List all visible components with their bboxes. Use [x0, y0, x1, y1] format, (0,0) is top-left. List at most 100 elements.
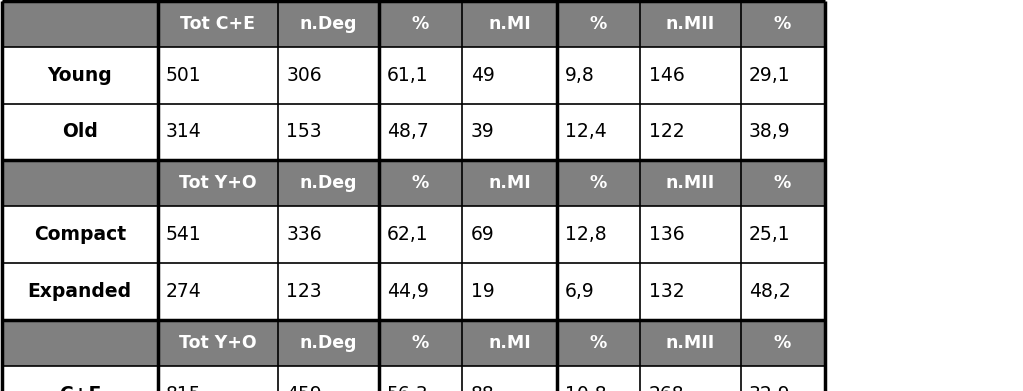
- Bar: [379, 366, 462, 391]
- Bar: [462, 320, 557, 366]
- Bar: [158, 206, 278, 263]
- Text: %: %: [412, 334, 429, 352]
- Text: 136: 136: [649, 225, 684, 244]
- Bar: [158, 263, 278, 320]
- Bar: [379, 320, 462, 366]
- Text: 29,1: 29,1: [749, 66, 791, 85]
- Text: 38,9: 38,9: [749, 122, 791, 142]
- Bar: [557, 366, 640, 391]
- Text: n.Deg: n.Deg: [300, 174, 357, 192]
- Bar: [462, 263, 557, 320]
- Bar: [278, 366, 379, 391]
- Bar: [278, 47, 379, 104]
- Bar: [278, 206, 379, 263]
- Bar: [557, 1, 640, 47]
- Text: 122: 122: [649, 122, 684, 142]
- Bar: [2, 263, 158, 320]
- Text: Compact: Compact: [34, 225, 126, 244]
- Bar: [158, 1, 278, 47]
- Bar: [379, 160, 462, 206]
- Text: 10,8: 10,8: [565, 385, 607, 391]
- Text: %: %: [774, 174, 791, 192]
- Bar: [640, 1, 741, 47]
- Bar: [462, 160, 557, 206]
- Text: 123: 123: [286, 282, 322, 301]
- Bar: [640, 104, 741, 160]
- Bar: [278, 160, 379, 206]
- Bar: [158, 47, 278, 104]
- Bar: [741, 47, 825, 104]
- Text: n.MI: n.MI: [488, 174, 531, 192]
- Text: Expanded: Expanded: [28, 282, 132, 301]
- Bar: [557, 160, 640, 206]
- Text: Tot Y+O: Tot Y+O: [179, 174, 257, 192]
- Text: 39: 39: [471, 122, 494, 142]
- Bar: [278, 263, 379, 320]
- Text: 274: 274: [166, 282, 202, 301]
- Text: Young: Young: [47, 66, 113, 85]
- Bar: [158, 320, 278, 366]
- Text: 44,9: 44,9: [387, 282, 429, 301]
- Text: 88: 88: [471, 385, 494, 391]
- Bar: [158, 366, 278, 391]
- Bar: [158, 160, 278, 206]
- Text: 12,4: 12,4: [565, 122, 607, 142]
- Text: %: %: [774, 334, 791, 352]
- Text: 69: 69: [471, 225, 494, 244]
- Bar: [741, 366, 825, 391]
- Text: 336: 336: [286, 225, 322, 244]
- Text: n.MII: n.MII: [666, 174, 715, 192]
- Text: 25,1: 25,1: [749, 225, 791, 244]
- Text: 48,2: 48,2: [749, 282, 791, 301]
- Bar: [2, 206, 158, 263]
- Bar: [741, 160, 825, 206]
- Bar: [557, 206, 640, 263]
- Text: 49: 49: [471, 66, 494, 85]
- Text: Tot C+E: Tot C+E: [180, 15, 256, 33]
- Text: 19: 19: [471, 282, 494, 301]
- Text: 32,9: 32,9: [749, 385, 791, 391]
- Text: n.MII: n.MII: [666, 15, 715, 33]
- Bar: [462, 47, 557, 104]
- Bar: [379, 263, 462, 320]
- Text: 815: 815: [166, 385, 202, 391]
- Bar: [640, 263, 741, 320]
- Text: 56,3: 56,3: [387, 385, 429, 391]
- Text: 146: 146: [649, 66, 684, 85]
- Bar: [379, 47, 462, 104]
- Bar: [379, 1, 462, 47]
- Text: 6,9: 6,9: [565, 282, 594, 301]
- Bar: [741, 104, 825, 160]
- Text: %: %: [590, 15, 607, 33]
- Text: 314: 314: [166, 122, 202, 142]
- Bar: [278, 104, 379, 160]
- Bar: [640, 160, 741, 206]
- Text: 306: 306: [286, 66, 322, 85]
- Text: 62,1: 62,1: [387, 225, 429, 244]
- Bar: [741, 206, 825, 263]
- Text: n.Deg: n.Deg: [300, 15, 357, 33]
- Text: C+E: C+E: [58, 385, 101, 391]
- Bar: [741, 263, 825, 320]
- Text: %: %: [412, 174, 429, 192]
- Bar: [741, 1, 825, 47]
- Bar: [640, 366, 741, 391]
- Text: 132: 132: [649, 282, 684, 301]
- Bar: [278, 1, 379, 47]
- Bar: [640, 47, 741, 104]
- Bar: [2, 1, 158, 47]
- Bar: [640, 206, 741, 263]
- Text: 12,8: 12,8: [565, 225, 607, 244]
- Bar: [462, 1, 557, 47]
- Text: 268: 268: [649, 385, 684, 391]
- Bar: [2, 366, 158, 391]
- Text: 459: 459: [286, 385, 322, 391]
- Bar: [741, 320, 825, 366]
- Bar: [2, 160, 158, 206]
- Bar: [379, 206, 462, 263]
- Text: Tot Y+O: Tot Y+O: [179, 334, 257, 352]
- Bar: [557, 104, 640, 160]
- Text: n.Deg: n.Deg: [300, 334, 357, 352]
- Bar: [2, 104, 158, 160]
- Text: 541: 541: [166, 225, 202, 244]
